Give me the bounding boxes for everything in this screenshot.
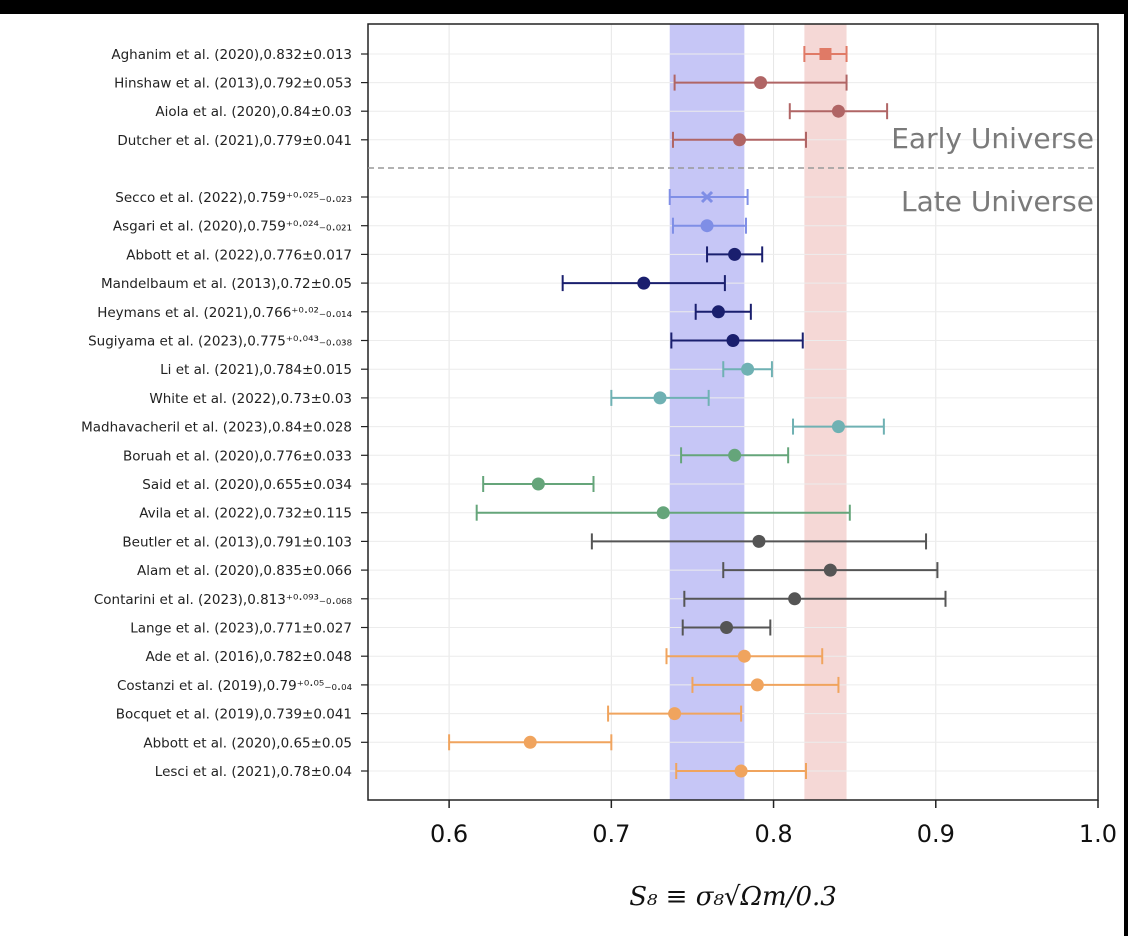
data-point: [819, 48, 832, 60]
data-point: [737, 649, 751, 663]
data-point-stroke: [700, 190, 714, 204]
row-label: Bocquet et al. (2019),0.739±0.041: [116, 707, 352, 723]
right-black-bar: [1124, 0, 1128, 936]
data-point: [823, 563, 837, 577]
data-point: [741, 362, 755, 376]
data-point: [732, 133, 746, 147]
data-point: [750, 678, 764, 692]
row-label: Said et al. (2020),0.655±0.034: [142, 477, 352, 493]
marks-layer: [448, 46, 947, 779]
data-point: [653, 391, 667, 405]
late-universe-label: Late Universe: [901, 185, 1094, 218]
x-ticks-layer: 0.6 0.7 0.8 0.9 1.0: [361, 53, 1117, 848]
data-point: [656, 506, 670, 520]
row-label: Madhavacheril et al. (2023),0.84±0.028: [81, 420, 352, 436]
data-point: [752, 534, 766, 548]
row-label: Li et al. (2021),0.784±0.015: [160, 362, 352, 378]
row-label: Sugiyama et al. (2023),0.775⁺⁰·⁰⁴³₋₀.₀₃₈: [88, 334, 352, 350]
data-point: [637, 276, 651, 290]
data-point: [700, 219, 714, 233]
data-point: [734, 764, 748, 778]
x-tick-label: 0.7: [592, 820, 630, 848]
row-label: Lesci et al. (2021),0.78±0.04: [155, 764, 352, 780]
row-label: Dutcher et al. (2021),0.779±0.041: [117, 133, 352, 149]
data-point: [668, 707, 682, 721]
data-point: [531, 477, 545, 491]
x-tick-label: 0.6: [430, 820, 468, 848]
row-label: Heymans et al. (2021),0.766⁺⁰·⁰²₋₀.₀₁₄: [97, 305, 352, 321]
row-label: Lange et al. (2023),0.771±0.027: [130, 621, 352, 637]
data-point: [754, 76, 768, 90]
x-tick-label: 0.8: [754, 820, 792, 848]
row-label: Boruah et al. (2020),0.776±0.033: [123, 448, 352, 464]
data-point: [700, 190, 714, 204]
row-label: Mandelbaum et al. (2013),0.72±0.05: [101, 276, 352, 292]
x-tick-label: 0.9: [917, 820, 955, 848]
row-label: Secco et al. (2022),0.759⁺⁰·⁰²⁵₋₀.₀₂₃: [115, 190, 352, 206]
row-label: Aghanim et al. (2020),0.832±0.013: [111, 47, 352, 63]
data-point: [711, 305, 725, 319]
row-label: Abbott et al. (2020),0.65±0.05: [143, 735, 352, 751]
band-early: [804, 24, 847, 800]
row-label: Alam et al. (2020),0.835±0.066: [137, 563, 352, 579]
row-labels-layer: Aghanim et al. (2020),0.832±0.013 Hinshaw…: [81, 47, 352, 780]
band-late: [669, 24, 745, 800]
row-label: Contarini et al. (2023),0.813⁺⁰·⁰⁹³₋₀.₀₆…: [94, 592, 352, 608]
row-label: Avila et al. (2022),0.732±0.115: [139, 506, 352, 522]
data-point: [726, 334, 740, 347]
x-tick-label: 1.0: [1079, 820, 1117, 848]
row-label: Costanzi et al. (2019),0.79⁺⁰·⁰⁵₋₀.₀₄: [117, 678, 352, 694]
data-point: [788, 592, 802, 606]
row-label: White et al. (2022),0.73±0.03: [149, 391, 352, 407]
data-point: [720, 621, 734, 634]
bands-layer: [669, 24, 847, 800]
row-label: Hinshaw et al. (2013),0.792±0.053: [114, 76, 352, 92]
data-point: [728, 448, 742, 462]
row-label: Abbott et al. (2022),0.776±0.017: [126, 247, 352, 263]
data-point: [831, 104, 845, 118]
top-black-bar: [0, 0, 1128, 14]
data-point: [523, 735, 537, 749]
row-label: Asgari et al. (2020),0.759⁺⁰·⁰²⁴₋₀.₀₂₁: [113, 219, 352, 235]
row-label: Aiola et al. (2020),0.84±0.03: [155, 104, 352, 120]
data-point: [728, 247, 742, 261]
row-label: Ade et al. (2016),0.782±0.048: [146, 649, 352, 665]
early-universe-label: Early Universe: [891, 122, 1094, 155]
data-point: [831, 420, 845, 434]
plot-area-border: [367, 23, 1099, 801]
x-axis-label: S₈ ≡ σ₈√Ωm/0.3: [629, 882, 837, 912]
row-label: Beutler et al. (2013),0.791±0.103: [122, 534, 352, 550]
